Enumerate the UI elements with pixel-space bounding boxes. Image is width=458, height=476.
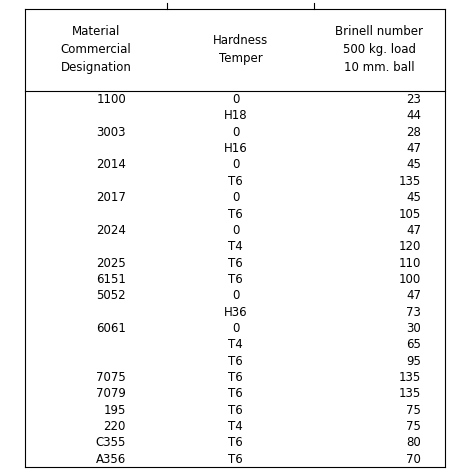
- Text: T4: T4: [229, 240, 243, 253]
- Text: 45: 45: [407, 159, 421, 171]
- Text: 7079: 7079: [96, 387, 126, 400]
- Text: 110: 110: [399, 257, 421, 269]
- Text: 1100: 1100: [96, 93, 126, 106]
- Text: 135: 135: [399, 387, 421, 400]
- Text: Hardness
Temper: Hardness Temper: [213, 34, 268, 66]
- Text: 2025: 2025: [96, 257, 126, 269]
- Text: T6: T6: [229, 355, 243, 367]
- Text: 7075: 7075: [96, 371, 126, 384]
- Text: 5052: 5052: [96, 289, 126, 302]
- Text: T6: T6: [229, 404, 243, 416]
- Text: T6: T6: [229, 371, 243, 384]
- Text: 6151: 6151: [96, 273, 126, 286]
- Text: Material
Commercial
Designation: Material Commercial Designation: [61, 26, 131, 74]
- Text: 105: 105: [399, 208, 421, 220]
- Text: 0: 0: [232, 191, 240, 204]
- Text: 73: 73: [407, 306, 421, 318]
- Text: 0: 0: [232, 224, 240, 237]
- Text: 47: 47: [406, 142, 421, 155]
- Text: 6061: 6061: [96, 322, 126, 335]
- Text: 65: 65: [407, 338, 421, 351]
- Text: H18: H18: [224, 109, 248, 122]
- Text: 95: 95: [407, 355, 421, 367]
- Text: 30: 30: [407, 322, 421, 335]
- Text: H36: H36: [224, 306, 248, 318]
- Text: 0: 0: [232, 93, 240, 106]
- Text: 2024: 2024: [96, 224, 126, 237]
- Text: 47: 47: [406, 289, 421, 302]
- Text: H16: H16: [224, 142, 248, 155]
- Text: 70: 70: [407, 453, 421, 466]
- Text: 3003: 3003: [97, 126, 126, 139]
- Text: 100: 100: [399, 273, 421, 286]
- Text: T6: T6: [229, 436, 243, 449]
- Text: T6: T6: [229, 257, 243, 269]
- Text: 120: 120: [399, 240, 421, 253]
- Text: 220: 220: [104, 420, 126, 433]
- Text: 135: 135: [399, 371, 421, 384]
- Text: 80: 80: [407, 436, 421, 449]
- Text: Brinell number
500 kg. load
10 mm. ball: Brinell number 500 kg. load 10 mm. ball: [335, 26, 424, 74]
- Text: 135: 135: [399, 175, 421, 188]
- Text: A356: A356: [96, 453, 126, 466]
- Text: C355: C355: [96, 436, 126, 449]
- Text: T6: T6: [229, 208, 243, 220]
- Text: 195: 195: [104, 404, 126, 416]
- Text: 75: 75: [407, 404, 421, 416]
- Text: 44: 44: [406, 109, 421, 122]
- Text: T6: T6: [229, 273, 243, 286]
- Text: T6: T6: [229, 175, 243, 188]
- Text: 0: 0: [232, 159, 240, 171]
- Text: 2014: 2014: [96, 159, 126, 171]
- Text: 45: 45: [407, 191, 421, 204]
- Text: 47: 47: [406, 224, 421, 237]
- Text: T6: T6: [229, 387, 243, 400]
- Text: 28: 28: [407, 126, 421, 139]
- Text: 0: 0: [232, 322, 240, 335]
- Text: T4: T4: [229, 338, 243, 351]
- Text: 23: 23: [407, 93, 421, 106]
- Text: T6: T6: [229, 453, 243, 466]
- Text: 75: 75: [407, 420, 421, 433]
- Text: 0: 0: [232, 289, 240, 302]
- Text: 0: 0: [232, 126, 240, 139]
- Text: 2017: 2017: [96, 191, 126, 204]
- Text: T4: T4: [229, 420, 243, 433]
